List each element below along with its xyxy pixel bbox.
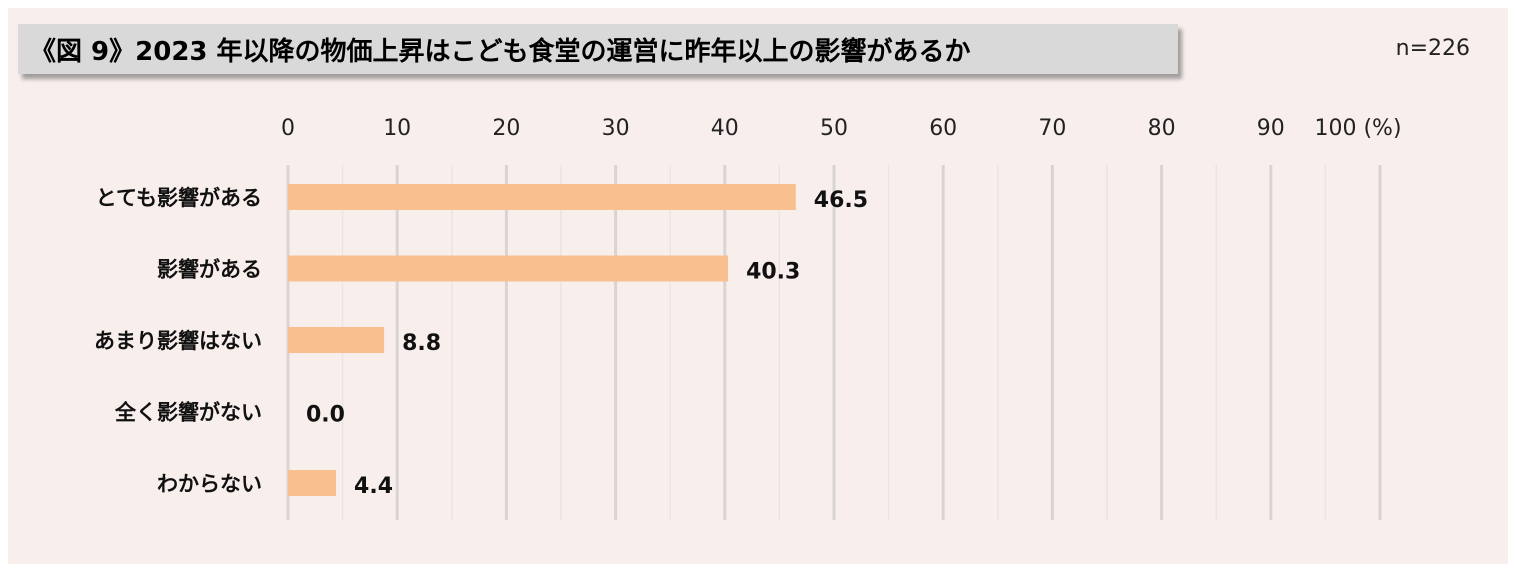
category-label: 影響がある xyxy=(157,258,262,282)
sample-size-label: n=226 xyxy=(1395,36,1470,61)
bars xyxy=(288,184,796,496)
x-tick-label: 50 xyxy=(820,116,848,141)
chart-panel xyxy=(8,8,1508,564)
x-tick-label: 80 xyxy=(1148,116,1176,141)
data-label: 0.0 xyxy=(306,403,345,428)
bar xyxy=(288,184,796,210)
x-tick-label: 90 xyxy=(1257,116,1285,141)
x-tick-label: 20 xyxy=(492,116,520,141)
x-tick-label: 0 xyxy=(281,116,295,141)
category-label: 全く影響がない xyxy=(114,401,262,425)
chart-title-box: 《図 9》2023 年以降の物価上昇はこども食堂の運営に昨年以上の影響があるか xyxy=(18,24,1178,74)
x-tick-label: 10 xyxy=(383,116,411,141)
x-axis-ticks: 0 10 20 30 40 50 60 70 80 90 100 (%) xyxy=(281,116,1402,141)
data-label: 40.3 xyxy=(746,260,800,285)
data-label: 4.4 xyxy=(354,474,393,499)
x-tick-label: 40 xyxy=(711,116,739,141)
data-label: 8.8 xyxy=(402,331,441,356)
x-tick-label: 70 xyxy=(1038,116,1066,141)
data-labels: 46.5 40.3 8.8 0.0 4.4 xyxy=(306,188,868,499)
category-label: あまり影響はない xyxy=(94,329,262,353)
x-tick-label: 60 xyxy=(929,116,957,141)
x-tick-label: 30 xyxy=(602,116,630,141)
data-label: 46.5 xyxy=(814,188,868,213)
chart-title: 《図 9》2023 年以降の物価上昇はこども食堂の運営に昨年以上の影響があるか xyxy=(30,36,971,67)
bar xyxy=(288,255,729,282)
grid-lines xyxy=(286,165,1382,520)
category-label: とても影響がある xyxy=(96,186,262,210)
bar xyxy=(288,327,385,353)
x-tick-label: 100 (%) xyxy=(1314,116,1401,141)
category-label: わからない xyxy=(157,472,262,496)
bar xyxy=(288,470,337,496)
